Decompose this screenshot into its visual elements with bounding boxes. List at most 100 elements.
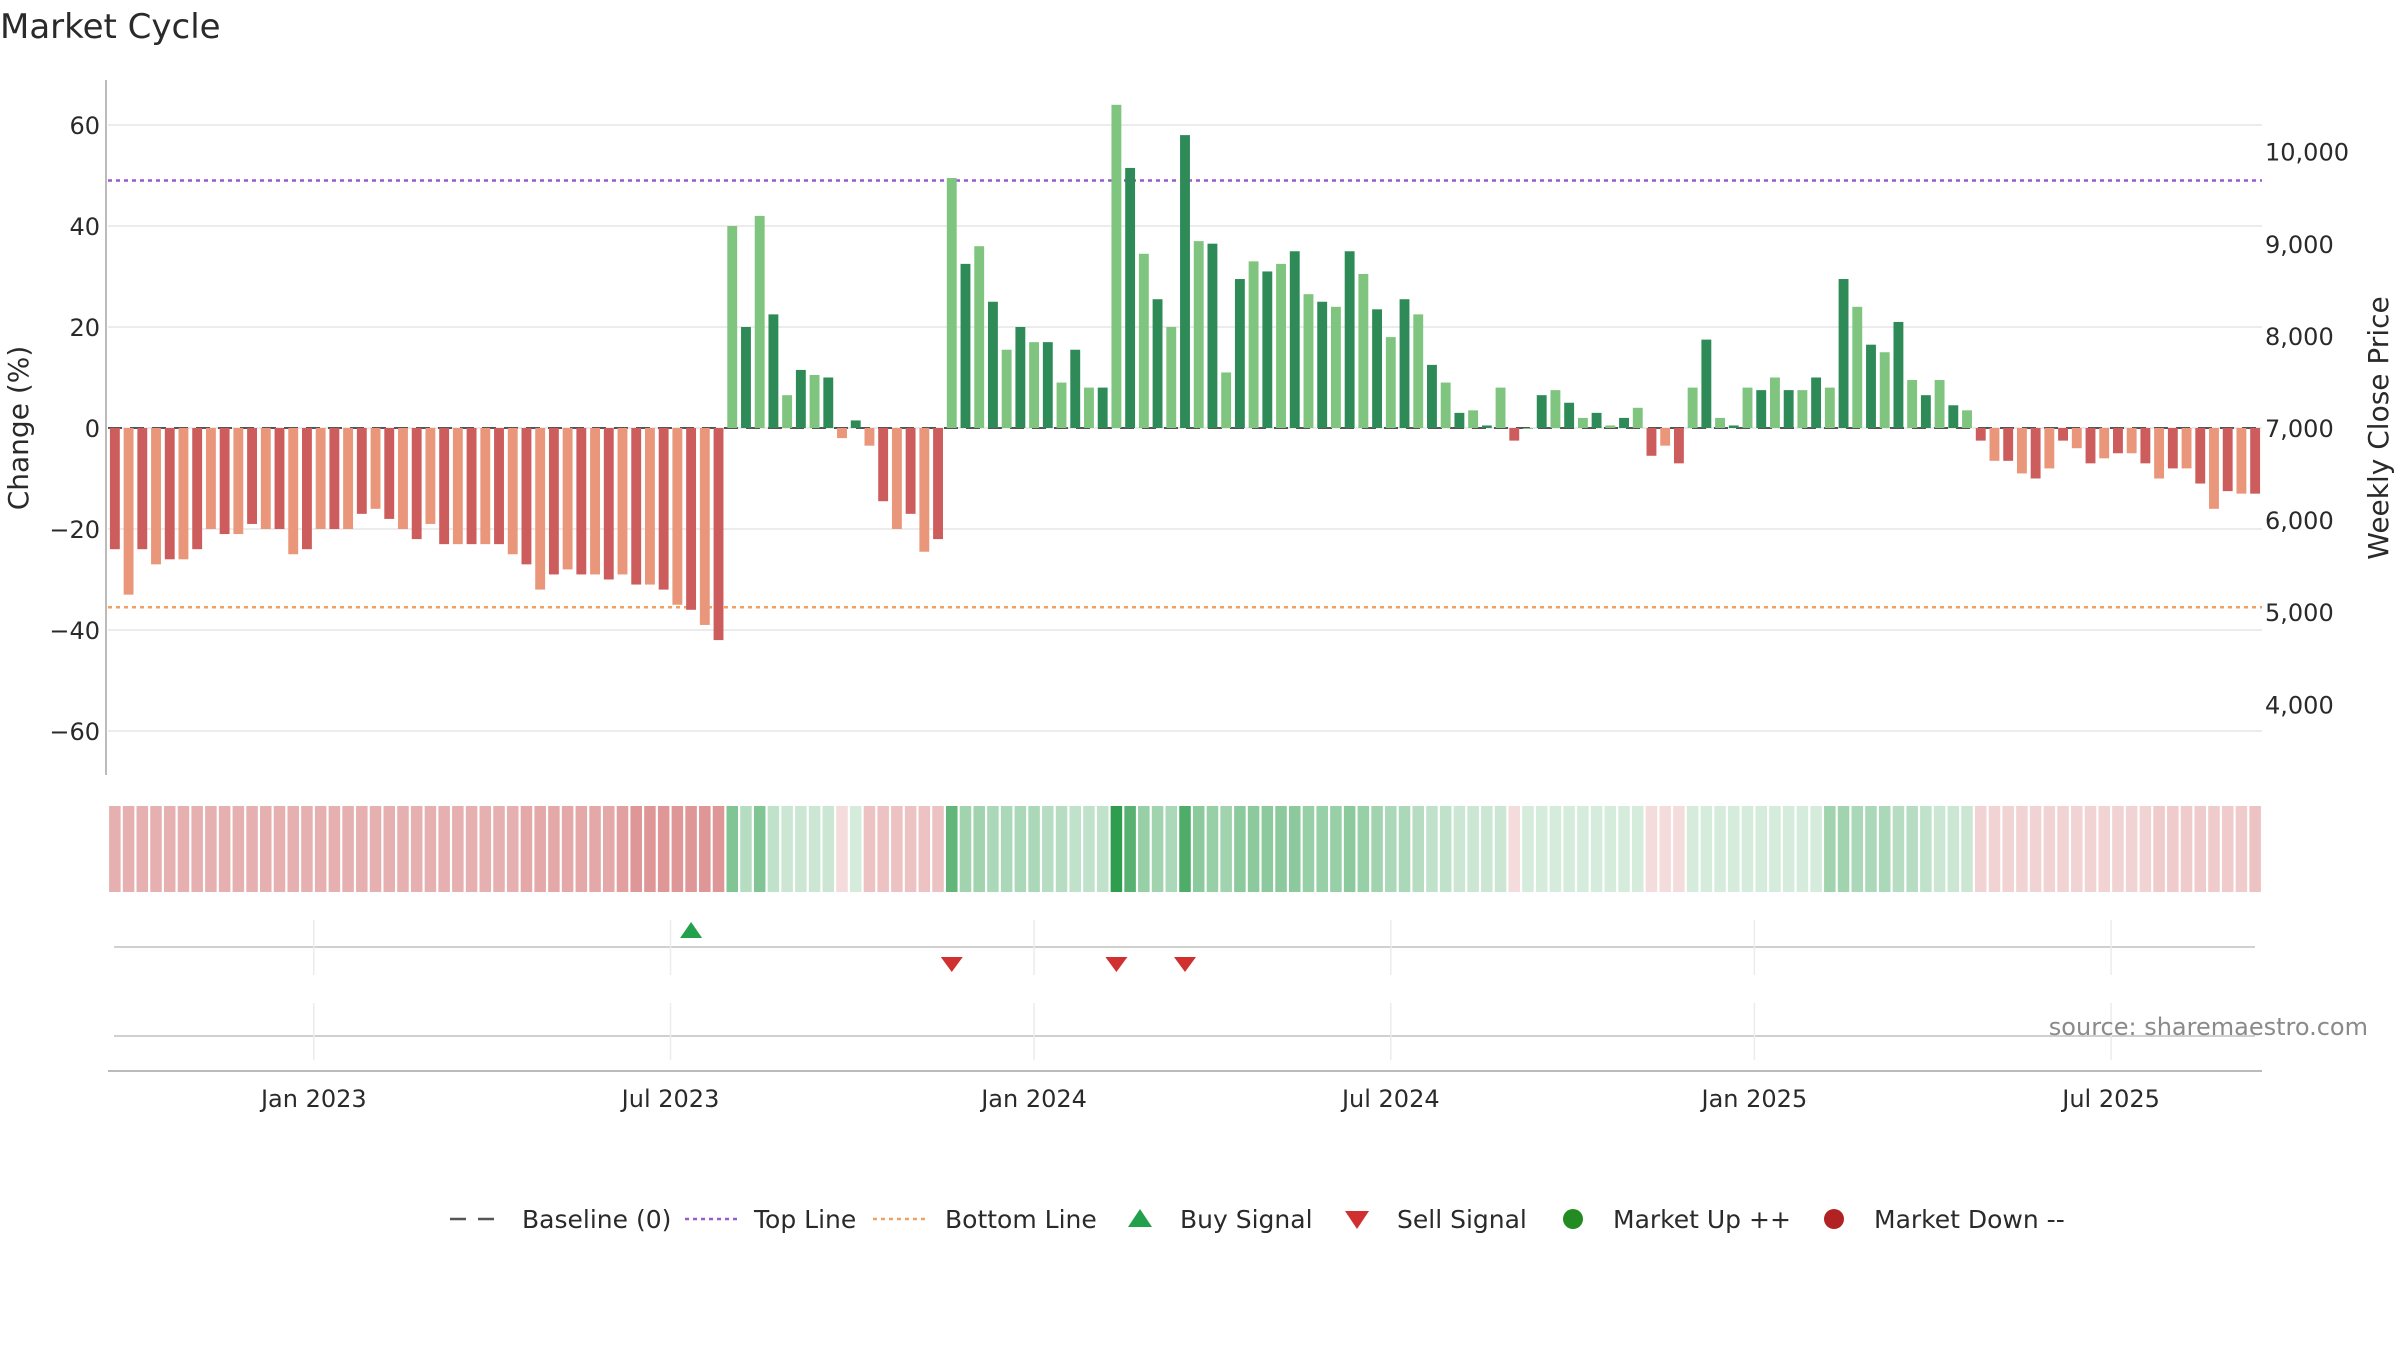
bar	[1852, 306, 1863, 428]
bar	[1152, 299, 1163, 428]
heat-cell	[410, 806, 423, 892]
heat-cell	[2084, 806, 2097, 892]
y2-tick-label: 8,000	[2265, 323, 2334, 351]
bar	[1495, 387, 1506, 428]
heat-cell	[2071, 806, 2083, 892]
x-tick-label: Jul 2025	[2060, 1085, 2160, 1113]
heat-cell	[109, 806, 121, 892]
bar	[507, 428, 518, 555]
heat-cell	[946, 806, 958, 892]
bar	[658, 428, 669, 590]
bar	[1838, 279, 1849, 428]
source-note: source: sharemaestro.com	[2049, 1013, 2368, 1041]
legend-item-up: Market Up ++	[1563, 1205, 1791, 1234]
bar	[864, 428, 875, 446]
heat-cell	[548, 806, 560, 892]
bar	[713, 428, 724, 641]
heat-cell	[534, 806, 546, 892]
bar	[274, 428, 285, 529]
bar	[2222, 428, 2233, 492]
y2-tick-label: 5,000	[2265, 599, 2334, 627]
heat-cell	[863, 806, 876, 892]
legend-item-baseline: Baseline (0)	[450, 1205, 671, 1234]
bar	[1564, 402, 1575, 428]
heat-cell	[301, 806, 313, 892]
heat-cell	[2002, 806, 2014, 892]
heat-cell	[1261, 806, 1274, 892]
bar	[1824, 387, 1835, 428]
bar	[644, 428, 655, 585]
bar	[494, 428, 504, 545]
buy-signal-marker	[680, 922, 703, 938]
heat-cell	[1247, 806, 1260, 892]
heat-cell	[2208, 806, 2220, 892]
bar	[2058, 428, 2069, 441]
heat-cell	[740, 806, 752, 892]
heat-cell	[1906, 806, 1918, 892]
bar	[1015, 327, 1026, 428]
bar	[617, 428, 628, 575]
bar	[1221, 372, 1232, 428]
heat-cell	[1549, 806, 1562, 892]
heat-cell	[767, 806, 780, 892]
heat-cell	[273, 806, 286, 892]
heat-cell	[1728, 806, 1740, 892]
heat-cell	[356, 806, 368, 892]
bar	[1577, 417, 1588, 428]
bar	[823, 377, 834, 428]
bar	[1962, 410, 1972, 428]
heat-cell	[2139, 806, 2152, 892]
heat-cell	[808, 806, 821, 892]
bar	[452, 428, 463, 545]
bar	[370, 428, 381, 509]
bar	[1427, 364, 1437, 428]
heat-cell	[1673, 806, 1685, 892]
bar	[1879, 352, 1890, 428]
bar	[1097, 387, 1108, 428]
bar	[535, 428, 546, 590]
bar	[946, 178, 957, 428]
bar	[1385, 337, 1396, 428]
heat-cell	[1014, 806, 1027, 892]
bar	[1934, 380, 1945, 428]
y2-tick-label: 6,000	[2265, 507, 2334, 535]
heat-cell	[616, 806, 629, 892]
heat-cell	[2016, 806, 2028, 892]
heat-cell	[781, 806, 793, 892]
bar	[686, 428, 697, 610]
bar	[795, 369, 806, 428]
heat-cell	[699, 806, 711, 892]
heat-cell	[657, 806, 670, 892]
bar	[2195, 428, 2206, 484]
bar	[1797, 390, 1808, 428]
bar	[1742, 387, 1753, 428]
heat-cell	[973, 806, 985, 892]
heat-cell	[877, 806, 889, 892]
heat-cell	[2167, 806, 2179, 892]
heat-cell	[1755, 806, 1767, 892]
heat-cell	[1810, 806, 1822, 892]
legend-label: Buy Signal	[1180, 1205, 1313, 1234]
bar	[987, 301, 998, 428]
heat-cell	[1000, 806, 1013, 892]
y-tick-label: 20	[69, 314, 100, 342]
heat-cell	[1316, 806, 1328, 892]
heat-cell	[328, 806, 341, 892]
bar	[2003, 428, 2014, 461]
heat-cell	[891, 806, 903, 892]
bar	[1289, 251, 1300, 428]
bar	[919, 428, 930, 552]
heat-cell	[630, 806, 642, 892]
bar	[1715, 417, 1726, 428]
heat-cell	[753, 806, 766, 892]
heat-cell	[218, 806, 231, 892]
sell-legend-marker	[1345, 1211, 1369, 1229]
heat-cell	[1865, 806, 1877, 892]
heat-cell	[1028, 806, 1040, 892]
legend-label: Bottom Line	[945, 1205, 1097, 1234]
heat-cell	[1412, 806, 1424, 892]
heat-cell	[987, 806, 999, 892]
bar	[2030, 428, 2041, 479]
heat-cell	[1645, 806, 1658, 892]
